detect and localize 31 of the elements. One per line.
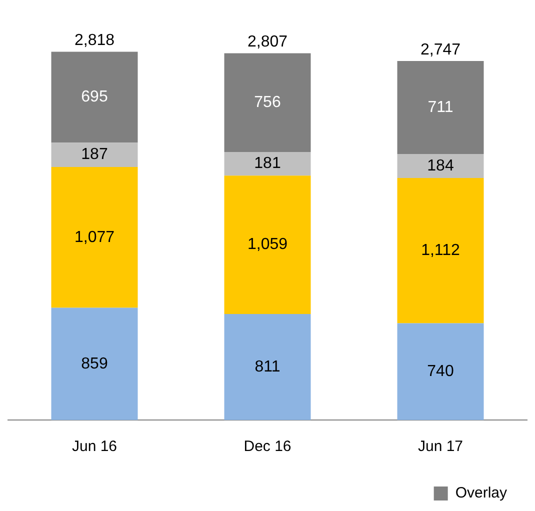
bar [51,308,138,420]
data-label: 187 [81,146,108,164]
data-label: 711 [428,98,454,116]
bar [224,176,311,314]
bar [51,167,138,308]
data-label: 740 [427,363,454,380]
total-label: 2,747 [420,41,461,58]
bar [397,61,484,154]
bar [51,142,138,168]
data-label: 1,059 [247,236,288,254]
bar [397,323,484,420]
legend-label: Overlay [455,484,508,502]
data-label: 1,112 [421,242,460,260]
data-label: 859 [81,355,108,372]
data-label: 811 [254,358,280,376]
data-label: 695 [81,88,108,106]
total-label: 2,807 [247,34,288,51]
data-label: 1,077 [74,228,115,246]
bar [224,53,311,152]
x-tick-label: Dec 16 [244,438,292,456]
bar [51,52,138,143]
bar [224,152,311,176]
bar [397,154,484,178]
data-label: 181 [254,155,281,172]
data-label: 756 [254,94,281,112]
data-label: 184 [427,157,454,174]
x-tick-label: Jun 16 [72,438,118,456]
total-label: 2,818 [74,32,115,50]
bar [224,314,311,420]
x-tick-label: Jun 17 [418,438,464,456]
bar [397,178,484,324]
